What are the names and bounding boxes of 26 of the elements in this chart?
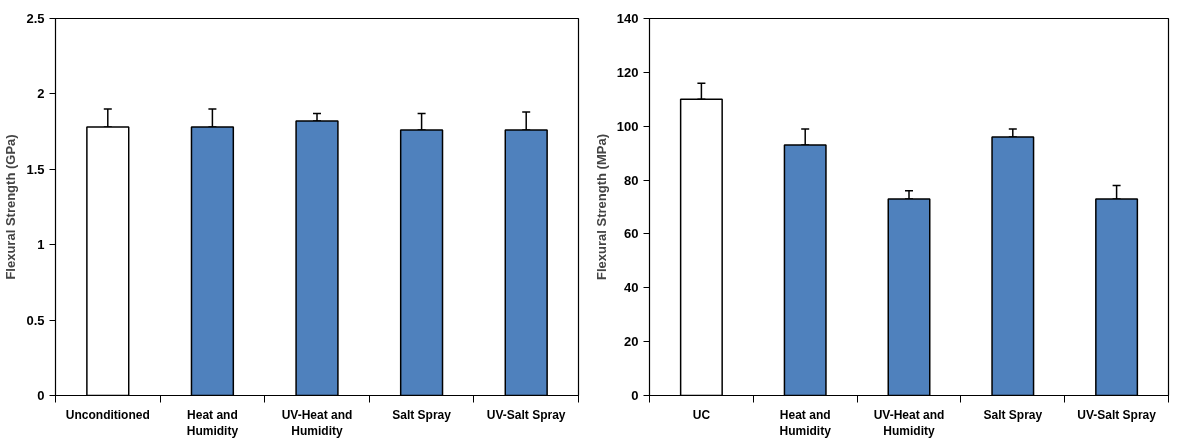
x-tick-label: Unconditioned <box>65 407 150 422</box>
y-tick-label: 20 <box>624 334 639 350</box>
y-axis-title: Flexural Strength (GPa) <box>3 134 19 280</box>
y-tick-label: 100 <box>616 118 639 134</box>
x-tick-label: Heat and Humidity <box>186 407 239 439</box>
y-tick-label: 140 <box>616 11 639 26</box>
x-tick-label: UV-Heat and Humidity <box>281 407 353 439</box>
y-tick-label: 120 <box>616 64 639 80</box>
y-tick-label: 60 <box>624 226 639 242</box>
x-tick-label: UC <box>692 407 711 422</box>
y-tick-label: 2 <box>37 86 45 102</box>
y-tick-label: 2.5 <box>26 11 45 26</box>
x-tick-label: UV-Heat and Humidity <box>873 407 945 439</box>
y-tick-label: 1 <box>37 237 45 253</box>
x-tick-label: Salt Spray <box>983 407 1043 422</box>
x-tick-label: Salt Spray <box>392 407 452 422</box>
y-tick-label: 0.5 <box>26 312 45 328</box>
x-tick-label: UV-Salt Spray <box>486 407 566 422</box>
y-tick-label: 40 <box>624 280 639 296</box>
y-tick-label: 80 <box>624 172 639 188</box>
y-axis-title: Flexural Strength (MPa) <box>593 134 609 280</box>
y-tick-label: 0 <box>37 388 45 403</box>
x-tick-label: Heat and Humidity <box>779 407 832 439</box>
x-tick-label: UV-Salt Spray <box>1077 407 1157 422</box>
y-tick-label: 0 <box>631 388 639 403</box>
y-tick-label: 1.5 <box>26 161 45 177</box>
